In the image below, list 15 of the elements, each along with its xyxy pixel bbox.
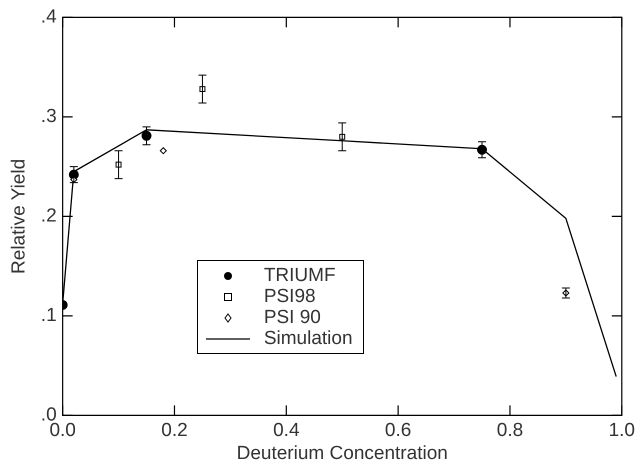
y-tick-label: .2 (40, 206, 57, 227)
y-tick-label: .4 (40, 6, 58, 28)
legend-label: TRIUMF (264, 265, 336, 286)
x-tick-label: 1.0 (608, 420, 636, 442)
y-tick-label: .3 (40, 106, 57, 128)
x-tick-label: 0.4 (273, 420, 300, 442)
y-tick-label: .1 (40, 305, 57, 326)
x-tick-label: 0.2 (161, 420, 188, 442)
legend-label: PSI98 (264, 286, 316, 308)
y-axis-title: Relative Yield (8, 158, 30, 274)
legend-label: Simulation (264, 328, 353, 350)
x-tick-label: 0.6 (384, 420, 412, 442)
legend-label: PSI 90 (264, 307, 321, 328)
x-tick-label: 0.8 (496, 420, 524, 442)
x-axis-title: Deuterium Concentration (236, 442, 448, 464)
